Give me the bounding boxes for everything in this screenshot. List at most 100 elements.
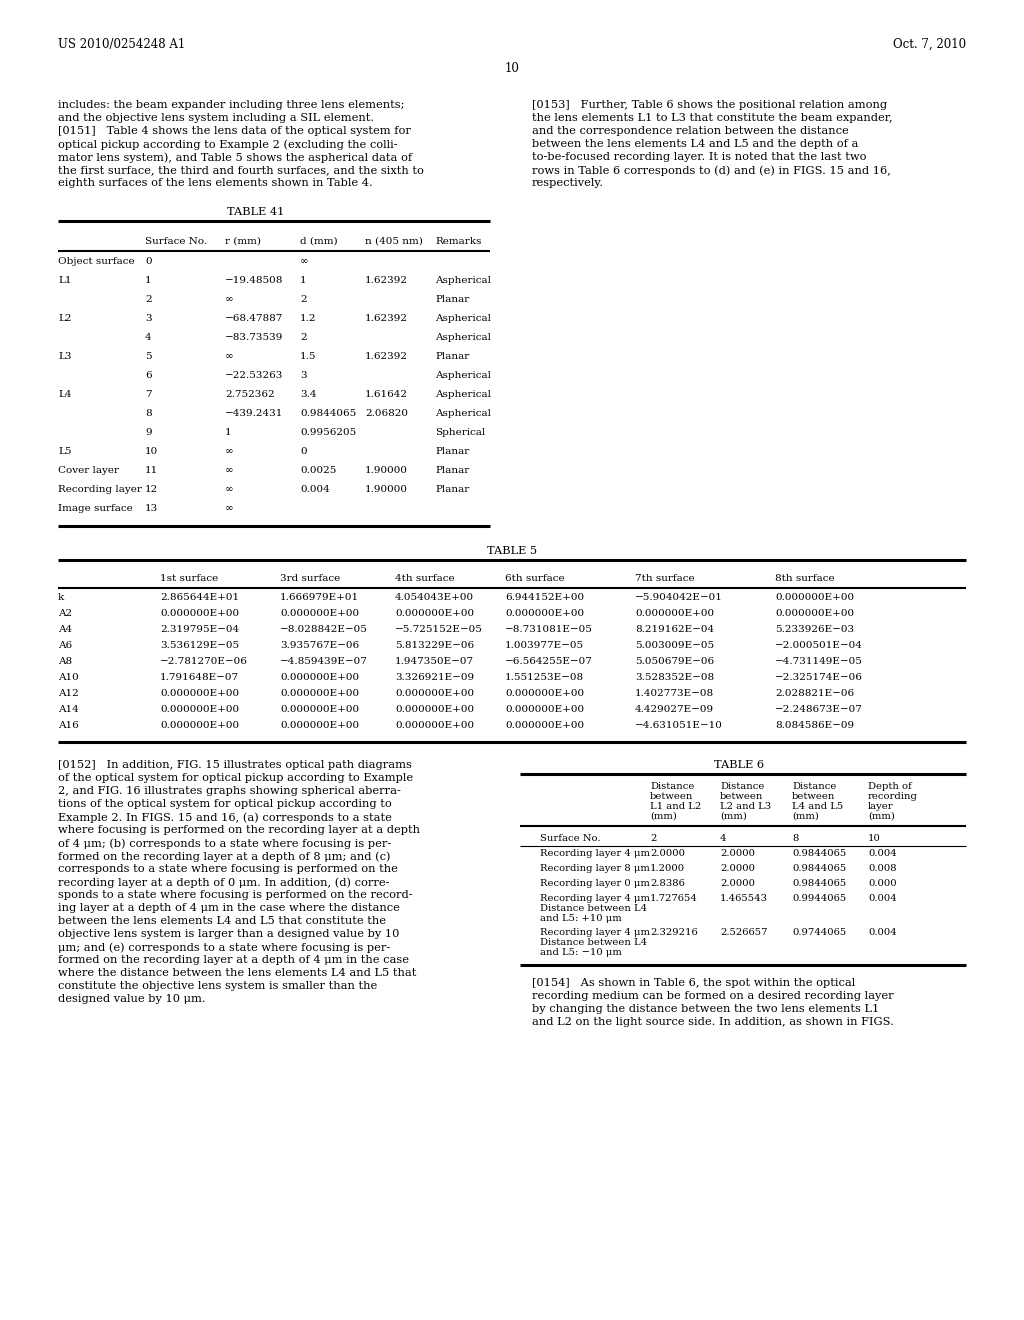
- Text: 1.61642: 1.61642: [365, 389, 408, 399]
- Text: respectively.: respectively.: [532, 178, 604, 187]
- Text: 4: 4: [720, 834, 726, 843]
- Text: 1.5: 1.5: [300, 352, 316, 360]
- Text: −2.781270E−06: −2.781270E−06: [160, 657, 248, 667]
- Text: optical pickup according to Example 2 (excluding the colli-: optical pickup according to Example 2 (e…: [58, 139, 397, 149]
- Text: of the optical system for optical pickup according to Example: of the optical system for optical pickup…: [58, 774, 413, 783]
- Text: 2.329216: 2.329216: [650, 928, 697, 937]
- Text: 1.551253E−08: 1.551253E−08: [505, 673, 584, 682]
- Text: A12: A12: [58, 689, 79, 698]
- Text: ing layer at a depth of 4 μm in the case where the distance: ing layer at a depth of 4 μm in the case…: [58, 903, 400, 913]
- Text: A8: A8: [58, 657, 72, 667]
- Text: 2.0000: 2.0000: [650, 849, 685, 858]
- Text: where focusing is performed on the recording layer at a depth: where focusing is performed on the recor…: [58, 825, 420, 836]
- Text: constitute the objective lens system is smaller than the: constitute the objective lens system is …: [58, 981, 377, 991]
- Text: 0.000000E+00: 0.000000E+00: [280, 673, 359, 682]
- Text: 5.813229E−06: 5.813229E−06: [395, 642, 474, 649]
- Text: (mm): (mm): [720, 812, 746, 821]
- Text: [0154]   As shown in Table 6, the spot within the optical: [0154] As shown in Table 6, the spot wit…: [532, 978, 855, 987]
- Text: 3.4: 3.4: [300, 389, 316, 399]
- Text: ∞: ∞: [225, 447, 233, 455]
- Text: 1st surface: 1st surface: [160, 574, 218, 583]
- Text: 0.000000E+00: 0.000000E+00: [635, 609, 714, 618]
- Text: 1.62392: 1.62392: [365, 314, 408, 323]
- Text: (mm): (mm): [868, 812, 895, 821]
- Text: tions of the optical system for optical pickup according to: tions of the optical system for optical …: [58, 799, 392, 809]
- Text: 0.000000E+00: 0.000000E+00: [505, 705, 584, 714]
- Text: corresponds to a state where focusing is performed on the: corresponds to a state where focusing is…: [58, 865, 398, 874]
- Text: 1.402773E−08: 1.402773E−08: [635, 689, 714, 698]
- Text: formed on the recording layer at a depth of 8 μm; and (c): formed on the recording layer at a depth…: [58, 851, 390, 862]
- Text: [0152]   In addition, FIG. 15 illustrates optical path diagrams: [0152] In addition, FIG. 15 illustrates …: [58, 760, 412, 770]
- Text: 0.000000E+00: 0.000000E+00: [775, 609, 854, 618]
- Text: A2: A2: [58, 609, 72, 618]
- Text: Recording layer 4 μm: Recording layer 4 μm: [540, 849, 650, 858]
- Text: n (405 nm): n (405 nm): [365, 238, 423, 246]
- Text: 1.465543: 1.465543: [720, 894, 768, 903]
- Text: 0.000000E+00: 0.000000E+00: [280, 721, 359, 730]
- Text: 8: 8: [792, 834, 799, 843]
- Text: −5.904042E−01: −5.904042E−01: [635, 593, 723, 602]
- Text: (mm): (mm): [792, 812, 819, 821]
- Text: −2.248673E−07: −2.248673E−07: [775, 705, 863, 714]
- Text: (mm): (mm): [650, 812, 677, 821]
- Text: 0.000000E+00: 0.000000E+00: [395, 705, 474, 714]
- Text: L4 and L5: L4 and L5: [792, 803, 843, 810]
- Text: 0.000000E+00: 0.000000E+00: [395, 609, 474, 618]
- Text: between the lens elements L4 and L5 and the depth of a: between the lens elements L4 and L5 and …: [532, 139, 858, 149]
- Text: Distance: Distance: [792, 781, 837, 791]
- Text: −8.028842E−05: −8.028842E−05: [280, 624, 368, 634]
- Text: 0.000000E+00: 0.000000E+00: [505, 689, 584, 698]
- Text: −2.000501E−04: −2.000501E−04: [775, 642, 863, 649]
- Text: recording: recording: [868, 792, 918, 801]
- Text: 0.000000E+00: 0.000000E+00: [160, 689, 240, 698]
- Text: Aspherical: Aspherical: [435, 389, 490, 399]
- Text: 1.62392: 1.62392: [365, 276, 408, 285]
- Text: by changing the distance between the two lens elements L1: by changing the distance between the two…: [532, 1005, 880, 1014]
- Text: −83.73539: −83.73539: [225, 333, 284, 342]
- Text: [0153]   Further, Table 6 shows the positional relation among: [0153] Further, Table 6 shows the positi…: [532, 100, 887, 110]
- Text: of 4 μm; (b) corresponds to a state where focusing is per-: of 4 μm; (b) corresponds to a state wher…: [58, 838, 391, 849]
- Text: −8.731081E−05: −8.731081E−05: [505, 624, 593, 634]
- Text: 0.000000E+00: 0.000000E+00: [505, 721, 584, 730]
- Text: ∞: ∞: [300, 257, 308, 267]
- Text: 1.62392: 1.62392: [365, 352, 408, 360]
- Text: 0.000000E+00: 0.000000E+00: [505, 609, 584, 618]
- Text: and L2 on the light source side. In addition, as shown in FIGS.: and L2 on the light source side. In addi…: [532, 1016, 894, 1027]
- Text: 9: 9: [145, 428, 152, 437]
- Text: Planar: Planar: [435, 352, 469, 360]
- Text: Aspherical: Aspherical: [435, 333, 490, 342]
- Text: 1: 1: [300, 276, 306, 285]
- Text: ∞: ∞: [225, 352, 233, 360]
- Text: ∞: ∞: [225, 484, 233, 494]
- Text: includes: the beam expander including three lens elements;: includes: the beam expander including th…: [58, 100, 404, 110]
- Text: recording medium can be formed on a desired recording layer: recording medium can be formed on a desi…: [532, 991, 894, 1001]
- Text: 0.000000E+00: 0.000000E+00: [160, 609, 240, 618]
- Text: 1.666979E+01: 1.666979E+01: [280, 593, 359, 602]
- Text: 2: 2: [145, 294, 152, 304]
- Text: A10: A10: [58, 673, 79, 682]
- Text: L4: L4: [58, 389, 72, 399]
- Text: 8: 8: [145, 409, 152, 418]
- Text: 0.000000E+00: 0.000000E+00: [280, 705, 359, 714]
- Text: −5.725152E−05: −5.725152E−05: [395, 624, 483, 634]
- Text: 3rd surface: 3rd surface: [280, 574, 340, 583]
- Text: A4: A4: [58, 624, 72, 634]
- Text: −22.53263: −22.53263: [225, 371, 284, 380]
- Text: Planar: Planar: [435, 484, 469, 494]
- Text: k: k: [58, 593, 65, 602]
- Text: 4.429027E−09: 4.429027E−09: [635, 705, 714, 714]
- Text: 1: 1: [145, 276, 152, 285]
- Text: 5.233926E−03: 5.233926E−03: [775, 624, 854, 634]
- Text: −6.564255E−07: −6.564255E−07: [505, 657, 593, 667]
- Text: 2: 2: [300, 333, 306, 342]
- Text: Recording layer 0 μm: Recording layer 0 μm: [540, 879, 650, 888]
- Text: 7: 7: [145, 389, 152, 399]
- Text: 2.752362: 2.752362: [225, 389, 274, 399]
- Text: 8.084586E−09: 8.084586E−09: [775, 721, 854, 730]
- Text: between: between: [720, 792, 763, 801]
- Text: between: between: [650, 792, 693, 801]
- Text: −2.325174E−06: −2.325174E−06: [775, 673, 863, 682]
- Text: 1.791648E−07: 1.791648E−07: [160, 673, 240, 682]
- Text: where the distance between the lens elements L4 and L5 that: where the distance between the lens elem…: [58, 968, 417, 978]
- Text: Planar: Planar: [435, 466, 469, 475]
